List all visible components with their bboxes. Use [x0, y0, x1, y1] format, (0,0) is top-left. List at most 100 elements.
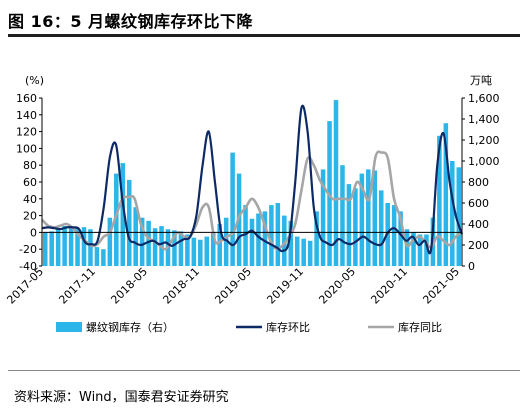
left-tick-label: 120: [16, 126, 37, 139]
x-tick-label: 2019-05: [212, 265, 254, 307]
right-tick-label: 1,400: [468, 113, 500, 126]
left-axis-unit: (%): [25, 74, 44, 87]
right-tick-label: 1,600: [468, 92, 500, 105]
inventory-bar: [294, 236, 300, 266]
legend-label-inventory: 螺纹钢库存（右）: [86, 320, 174, 334]
inventory-bar: [314, 211, 319, 266]
inventory-bar: [404, 229, 410, 266]
x-tick-label: 2020-11: [368, 265, 410, 307]
inventory-bar: [81, 227, 87, 266]
title-divider: [8, 34, 520, 37]
inventory-bar: [346, 184, 352, 266]
right-axis-unit: 万吨: [470, 74, 492, 87]
inventory-bar: [94, 247, 100, 266]
left-tick-label: 60: [23, 176, 37, 189]
inventory-bar: [146, 220, 151, 266]
inventory-bar: [443, 123, 449, 266]
left-tick-label: 20: [23, 210, 37, 223]
inventory-bar: [424, 234, 429, 266]
right-tick-label: 800: [468, 176, 489, 189]
inventory-bar: [359, 173, 365, 266]
inventory-bar: [42, 232, 48, 266]
right-tick-label: 1,200: [468, 134, 500, 147]
inventory-bar: [378, 190, 384, 266]
x-tick-label: 2017-11: [56, 265, 98, 307]
legend-label-mom: 库存环比: [266, 320, 310, 334]
mom-line: [41, 104, 464, 255]
inventory-bar: [185, 234, 190, 266]
left-tick-label: 140: [16, 109, 37, 122]
inventory-bar: [307, 240, 313, 266]
left-tick-label: 0: [30, 226, 37, 239]
x-tick-label: 2018-05: [108, 265, 150, 307]
inventory-bar: [256, 213, 261, 266]
inventory-bar: [223, 217, 229, 266]
inventory-bar: [275, 203, 281, 266]
inventory-bar: [204, 236, 210, 266]
right-tick-label: 1,000: [468, 155, 500, 168]
left-tick-label: 80: [23, 159, 37, 172]
inventory-bar: [172, 230, 177, 266]
inventory-bar: [398, 211, 403, 266]
inventory-bar: [68, 227, 74, 266]
inventory-bar: [198, 239, 203, 266]
inventory-bar: [450, 161, 455, 266]
inventory-bar: [217, 224, 222, 266]
inventory-bar: [178, 231, 184, 266]
inventory-bar: [353, 188, 358, 266]
inventory-bar: [456, 167, 462, 266]
left-tick-label: 100: [16, 142, 37, 155]
inventory-bar: [391, 205, 397, 266]
figure-title: 图 16：5 月螺纹钢库存环比下降: [8, 12, 254, 31]
inventory-bar: [411, 232, 416, 266]
inventory-bar: [320, 169, 326, 266]
inventory-bar: [191, 237, 197, 266]
inventory-bar: [75, 228, 80, 266]
inventory-bar: [249, 218, 255, 266]
inventory-bar: [88, 229, 93, 266]
inventory-bar: [114, 173, 119, 266]
inventory-bar: [49, 231, 54, 266]
x-tick-label: 2021-05: [420, 265, 462, 307]
legend-label-yoy: 库存同比: [398, 320, 442, 334]
left-tick-label: -40: [19, 260, 37, 273]
inventory-chart: (%) 万吨160140120100806040200-20-401,6001,4…: [4, 74, 500, 334]
inventory-bar: [120, 163, 126, 266]
inventory-bar: [437, 135, 442, 266]
inventory-bar: [133, 207, 138, 266]
inventory-bar: [301, 238, 306, 266]
inventory-bar: [243, 205, 248, 266]
inventory-bar: [230, 152, 235, 266]
inventory-bar: [262, 211, 268, 266]
inventory-bar: [55, 229, 61, 266]
inventory-bar: [417, 234, 423, 266]
inventory-bar: [139, 217, 145, 266]
inventory-bar: [126, 179, 132, 266]
right-tick-label: 400: [468, 218, 489, 231]
inventory-bar: [101, 249, 106, 266]
inventory-bar: [340, 165, 345, 266]
inventory-bar: [282, 215, 287, 266]
source-note: 资料来源：Wind，国泰君安证券研究: [14, 390, 229, 405]
inventory-bar: [372, 170, 378, 266]
x-tick-label: 2019-11: [264, 265, 306, 307]
right-tick-label: 0: [468, 260, 475, 273]
inventory-bar: [210, 232, 216, 266]
left-tick-label: 40: [23, 193, 37, 206]
yoy-line: [41, 150, 463, 251]
left-tick-label: -20: [19, 243, 37, 256]
inventory-bar: [333, 100, 339, 266]
left-tick-label: 160: [16, 92, 37, 105]
footer-divider: [8, 370, 520, 371]
inventory-bar: [366, 169, 371, 266]
inventory-bar: [288, 220, 294, 266]
right-tick-label: 600: [468, 197, 489, 210]
inventory-bar: [107, 217, 113, 266]
x-tick-label: 2018-11: [160, 265, 202, 307]
x-tick-label: 2020-05: [316, 265, 358, 307]
inventory-bar: [152, 228, 158, 266]
inventory-bar: [269, 205, 274, 266]
legend-swatch-bar: [56, 322, 82, 332]
inventory-bar: [62, 226, 67, 266]
right-tick-label: 200: [468, 239, 489, 252]
